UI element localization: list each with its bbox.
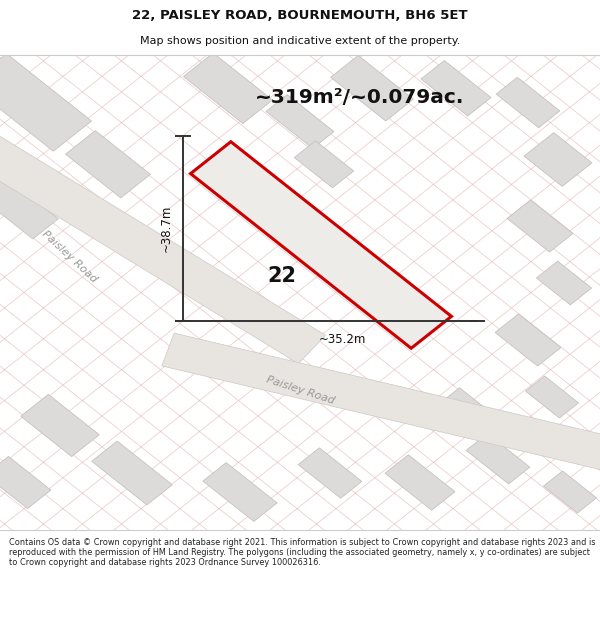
- Polygon shape: [526, 376, 578, 418]
- Polygon shape: [298, 448, 362, 498]
- Text: Contains OS data © Crown copyright and database right 2021. This information is : Contains OS data © Crown copyright and d…: [9, 538, 595, 568]
- Polygon shape: [0, 175, 58, 239]
- Polygon shape: [544, 471, 596, 513]
- Polygon shape: [421, 61, 491, 116]
- Polygon shape: [524, 132, 592, 186]
- Polygon shape: [385, 455, 455, 510]
- Polygon shape: [495, 314, 561, 366]
- Text: ~319m²/~0.079ac.: ~319m²/~0.079ac.: [256, 88, 464, 107]
- Text: ~35.2m: ~35.2m: [319, 332, 365, 346]
- Polygon shape: [65, 131, 151, 198]
- Polygon shape: [191, 142, 451, 348]
- Polygon shape: [0, 126, 326, 364]
- Polygon shape: [162, 333, 600, 475]
- Polygon shape: [21, 394, 99, 457]
- Polygon shape: [203, 462, 277, 521]
- Polygon shape: [295, 141, 353, 188]
- Polygon shape: [92, 441, 172, 505]
- Polygon shape: [331, 56, 413, 121]
- Polygon shape: [496, 78, 560, 128]
- Text: ~38.7m: ~38.7m: [160, 205, 173, 252]
- Polygon shape: [0, 456, 51, 509]
- Text: Paisley Road: Paisley Road: [265, 374, 335, 406]
- Polygon shape: [439, 388, 497, 435]
- Polygon shape: [0, 54, 92, 151]
- Text: Map shows position and indicative extent of the property.: Map shows position and indicative extent…: [140, 36, 460, 46]
- Text: Paisley Road: Paisley Road: [40, 229, 98, 285]
- Polygon shape: [197, 154, 283, 222]
- Polygon shape: [507, 200, 573, 252]
- Polygon shape: [266, 94, 334, 148]
- Polygon shape: [466, 434, 530, 484]
- Text: 22: 22: [268, 266, 296, 286]
- Polygon shape: [184, 53, 272, 124]
- Text: 22, PAISLEY ROAD, BOURNEMOUTH, BH6 5ET: 22, PAISLEY ROAD, BOURNEMOUTH, BH6 5ET: [132, 9, 468, 22]
- Polygon shape: [536, 261, 592, 305]
